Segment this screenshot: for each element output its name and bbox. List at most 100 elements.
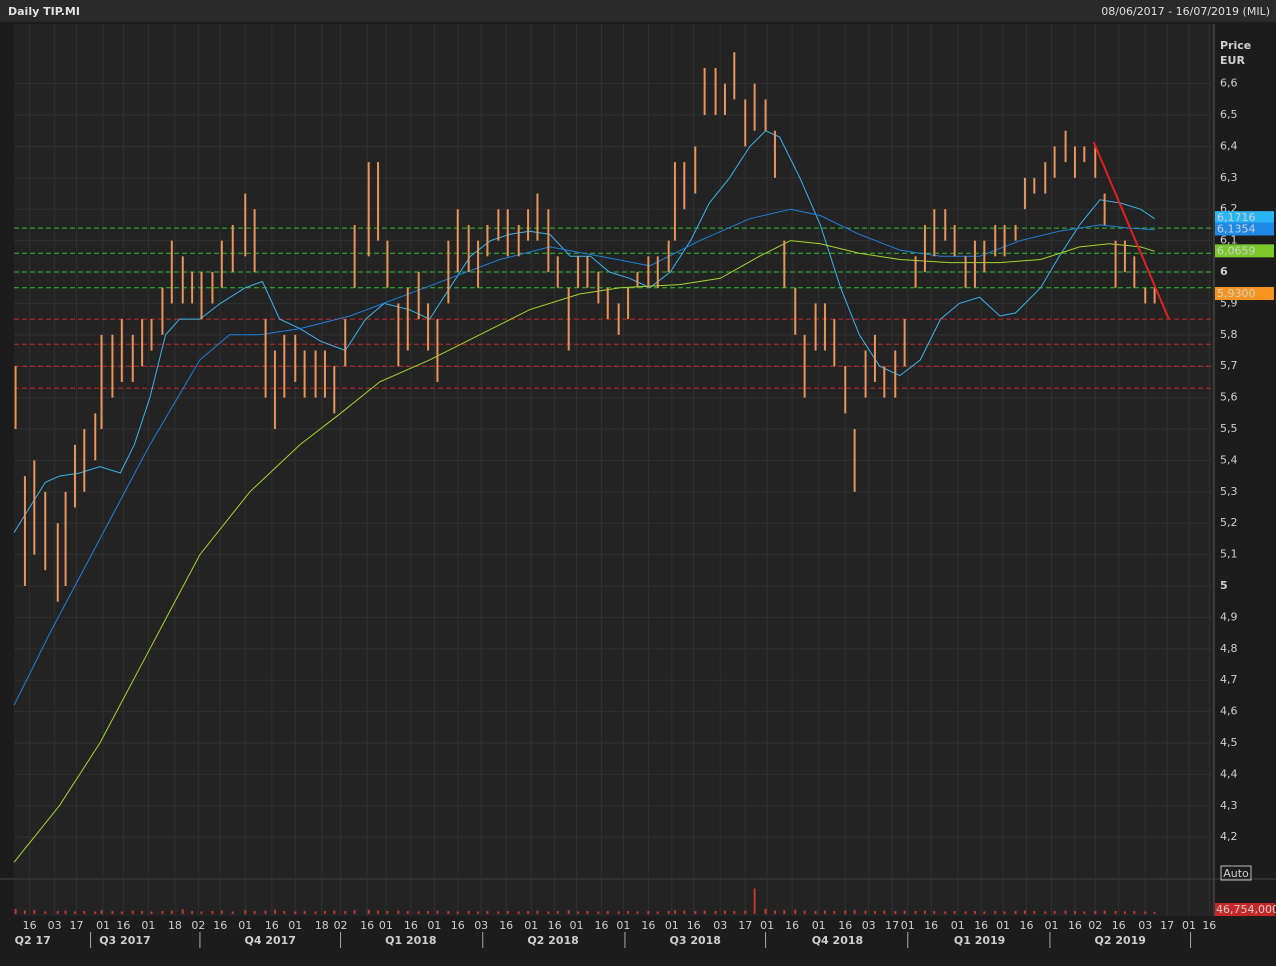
y-tick-label: 5,2 (1220, 516, 1238, 529)
quarter-label: Q4 2017 (245, 934, 296, 947)
y-axis-label: Price (1220, 39, 1251, 52)
y-tick-label: 5,7 (1220, 359, 1238, 372)
x-tick-label: 01 (570, 919, 584, 932)
y-tick-label: 5,8 (1220, 328, 1238, 341)
plot-area (14, 24, 1214, 878)
x-tick-label: 02 (1088, 919, 1102, 932)
x-tick-label: 03 (862, 919, 876, 932)
x-tick-label: 16 (404, 919, 418, 932)
chart-title: Daily TIP.MI (8, 5, 80, 18)
x-tick-label: 16 (974, 919, 988, 932)
x-tick-label: 16 (265, 919, 279, 932)
y-tick-label: 6,1 (1220, 234, 1238, 247)
y-tick-label: 6,4 (1220, 139, 1238, 152)
x-tick-label: 03 (713, 919, 727, 932)
x-tick-label: 01 (812, 919, 826, 932)
x-tick-label: 16 (213, 919, 227, 932)
x-tick-label: 16 (360, 919, 374, 932)
y-tick-label: 6 (1220, 265, 1228, 278)
x-tick-label: 01 (1045, 919, 1059, 932)
x-tick-label: 16 (1112, 919, 1126, 932)
quarter-label: Q1 2019 (954, 934, 1005, 947)
x-tick-label: 01 (901, 919, 915, 932)
y-tick-label: 5 (1220, 579, 1228, 592)
y-tick-label: 6,6 (1220, 77, 1238, 90)
x-tick-label: 17 (70, 919, 84, 932)
x-tick-label: 01 (288, 919, 302, 932)
x-tick-label: 01 (238, 919, 252, 932)
moving-average (13, 240, 1155, 863)
y-tick-label: 5,6 (1220, 391, 1238, 404)
price-badge (1215, 287, 1274, 301)
y-tick-label: 5,3 (1220, 485, 1238, 498)
x-tick-label: 16 (785, 919, 799, 932)
x-tick-label: 01 (616, 919, 630, 932)
x-tick-label: 03 (474, 919, 488, 932)
x-tick-label: 16 (838, 919, 852, 932)
price-badge (1215, 244, 1274, 258)
x-tick-label: 16 (595, 919, 609, 932)
header-bar (0, 0, 1276, 22)
price-badge (1215, 211, 1274, 225)
x-tick-label: 01 (951, 919, 965, 932)
x-tick-label: 01 (427, 919, 441, 932)
y-tick-label: 6,5 (1220, 108, 1238, 121)
x-tick-label: 02 (191, 919, 205, 932)
moving-average (13, 208, 1155, 706)
price-badge-label: 5,9300 (1217, 287, 1256, 300)
x-tick-label: 16 (1068, 919, 1082, 932)
volume-badge-label: 46,754,000 (1216, 903, 1276, 916)
quarter-label: Q2 2018 (527, 934, 578, 947)
quarter-label: Q3 2017 (99, 934, 150, 947)
quarter-label: Q2 17 (15, 934, 51, 947)
x-tick-label: 02 (334, 919, 348, 932)
x-tick-label: 17 (738, 919, 752, 932)
volume-badge (1215, 903, 1275, 917)
chart-subtitle: 08/06/2017 - 16/07/2019 (MIL) (1101, 5, 1270, 18)
auto-button-frame[interactable] (1220, 865, 1252, 881)
y-tick-label: 6,3 (1220, 171, 1238, 184)
y-axis-unit: EUR (1220, 54, 1245, 67)
x-tick-label: 16 (116, 919, 130, 932)
x-tick-label: 18 (168, 919, 182, 932)
x-tick-label: 16 (548, 919, 562, 932)
x-tick-label: 01 (760, 919, 774, 932)
moving-average (13, 130, 1155, 533)
y-tick-label: 4,8 (1220, 642, 1238, 655)
price-badge-label: 6,1354 (1217, 223, 1256, 236)
price-badge-label: 6,1716 (1217, 211, 1256, 224)
quarter-label: Q3 2018 (670, 934, 721, 947)
volume-area (14, 880, 1214, 916)
x-tick-label: 16 (1202, 919, 1216, 932)
trendline (1092, 141, 1170, 320)
x-tick-label: 17 (885, 919, 899, 932)
x-tick-label: 17 (1160, 919, 1174, 932)
price-badge-label: 6,0659 (1217, 244, 1256, 257)
quarter-label: Q2 2019 (1095, 934, 1146, 947)
x-tick-label: 01 (524, 919, 538, 932)
y-tick-label: 4,9 (1220, 610, 1238, 623)
x-tick-label: 03 (1138, 919, 1152, 932)
x-tick-label: 03 (48, 919, 62, 932)
x-tick-label: 01 (996, 919, 1010, 932)
y-tick-label: 4,2 (1220, 830, 1238, 843)
x-tick-label: 16 (641, 919, 655, 932)
price-badge (1215, 222, 1274, 236)
x-tick-label: 01 (1182, 919, 1196, 932)
x-tick-label: 16 (687, 919, 701, 932)
x-tick-label: 01 (379, 919, 393, 932)
x-tick-label: 16 (924, 919, 938, 932)
y-tick-label: 4,7 (1220, 673, 1238, 686)
x-tick-label: 16 (451, 919, 465, 932)
auto-button[interactable]: Auto (1223, 867, 1249, 880)
y-tick-label: 5,4 (1220, 453, 1238, 466)
x-tick-label: 01 (96, 919, 110, 932)
x-tick-label: 16 (23, 919, 37, 932)
y-tick-label: 4,3 (1220, 799, 1238, 812)
x-tick-label: 18 (315, 919, 329, 932)
y-tick-label: 5,1 (1220, 548, 1238, 561)
quarter-label: Q4 2018 (812, 934, 863, 947)
y-tick-label: 4,6 (1220, 705, 1238, 718)
quarter-label: Q1 2018 (385, 934, 436, 947)
